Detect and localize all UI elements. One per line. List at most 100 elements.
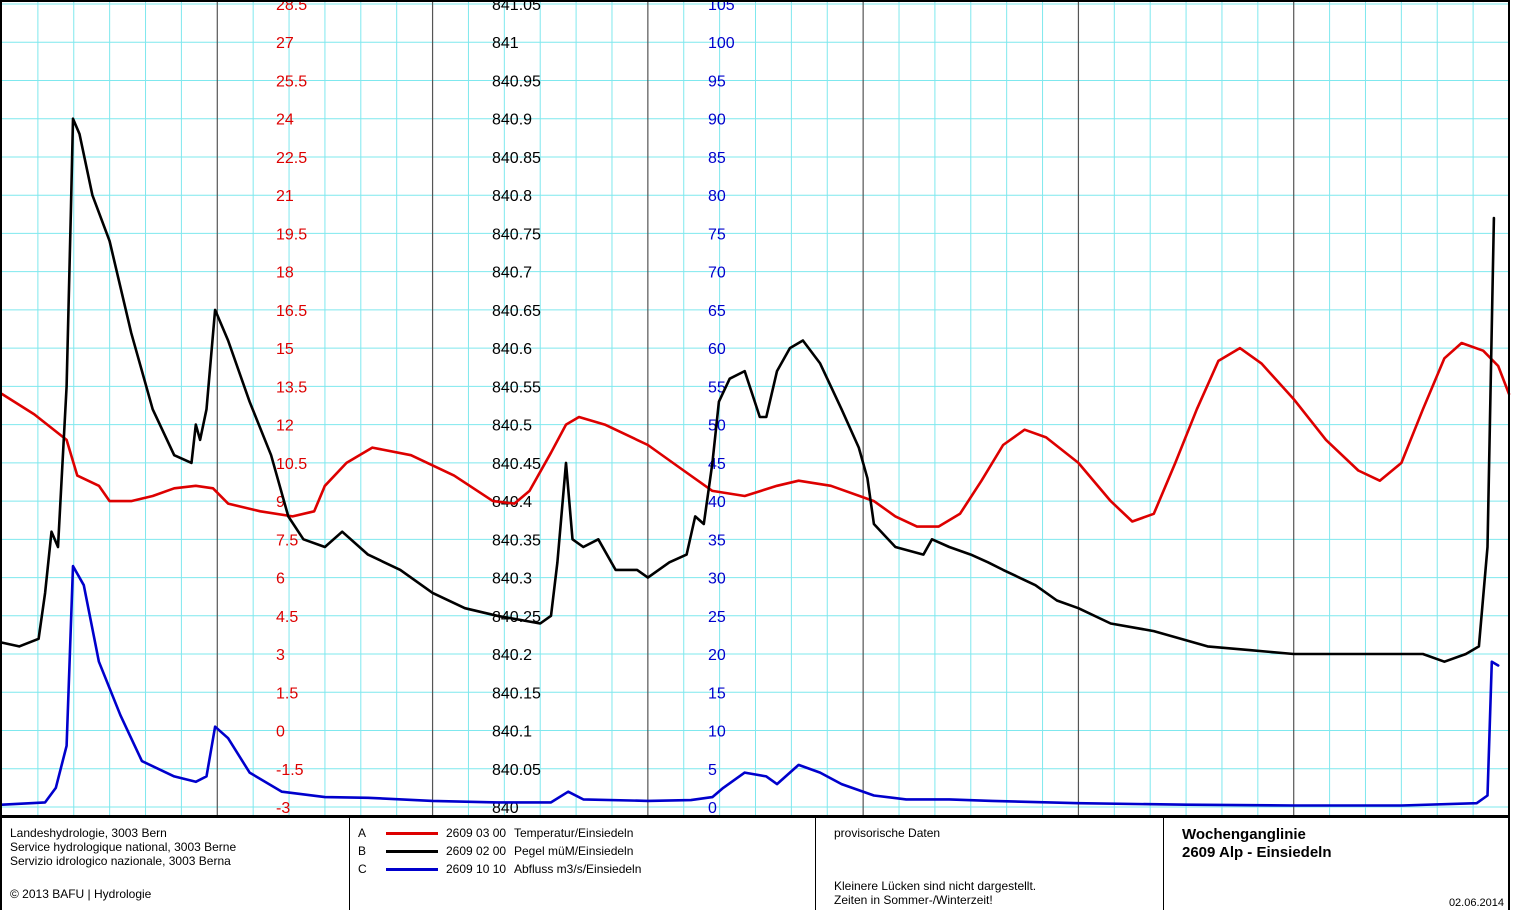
- tick-label-level: 840.1: [492, 724, 532, 741]
- tick-label-temp: 9: [276, 494, 285, 511]
- tick-label-temp: 25.5: [276, 73, 307, 90]
- tick-label-temp: 6: [276, 571, 285, 588]
- tick-label-level: 840.45: [492, 456, 541, 473]
- tick-label-flow: 5: [708, 762, 717, 779]
- footer-title-cell: Wochenganglinie 2609 Alp - Einsiedeln 02…: [1164, 818, 1510, 910]
- org-line-3: Servizio idrologico nazionale, 3003 Bern…: [10, 854, 231, 868]
- tick-label-level: 840.6: [492, 341, 532, 358]
- legend-label: Temperatur/Einsiedeln: [514, 826, 634, 840]
- tick-label-flow: 60: [708, 341, 726, 358]
- day-grid: [216, 0, 1295, 816]
- tick-label-flow: 35: [708, 532, 726, 549]
- series-line-C: [0, 564, 1500, 807]
- legend-letter: A: [358, 826, 367, 840]
- note-line-1: Kleinere Lücken sind nicht dargestellt.: [834, 879, 1037, 893]
- tick-label-temp: 13.5: [276, 379, 307, 396]
- tick-label-level: 840.85: [492, 150, 541, 167]
- minor-grid: [2, 0, 1509, 816]
- tick-label-level: 840.3: [492, 571, 532, 588]
- tick-label-flow: 90: [708, 112, 726, 129]
- tick-label-level: 840.65: [492, 303, 541, 320]
- org-line-1: Landeshydrologie, 3003 Bern: [10, 826, 167, 840]
- tick-label-level: 840.2: [492, 647, 532, 664]
- tick-label-temp: 24: [276, 112, 294, 129]
- tick-label-level: 840.5: [492, 418, 532, 435]
- tick-label-flow: 40: [708, 494, 726, 511]
- legend-letter: C: [358, 862, 367, 876]
- tick-label-flow: 10: [708, 724, 726, 741]
- tick-label-level: 840.05: [492, 762, 541, 779]
- legend-swatch-black: [386, 850, 438, 853]
- tick-label-temp: 21: [276, 188, 294, 205]
- legend-code: 2609 03 00: [446, 826, 507, 840]
- tick-label-flow: 70: [708, 265, 726, 282]
- tick-label-temp: 19.5: [276, 226, 307, 243]
- series-line-B: [0, 117, 1496, 664]
- tick-label-temp: 1.5: [276, 685, 298, 702]
- tick-label-temp: 12: [276, 418, 294, 435]
- tick-label-temp: 7.5: [276, 532, 298, 549]
- tick-label-temp: 10.5: [276, 456, 307, 473]
- tick-label-temp: 16.5: [276, 303, 307, 320]
- date-stamp: 02.06.2014: [1448, 897, 1504, 909]
- tick-label-flow: 95: [708, 73, 726, 90]
- axis-tick-labels: -3 -1.5 0 1.5 3 4.5 6 7.5 9 10.5 12 13.5 15 16.5 18 19.…: [276, 0, 735, 817]
- tick-label-flow: 105: [708, 0, 735, 14]
- legend-item-c: C 2609 10 10 Abfluss m3/s/Einsiedeln: [358, 862, 798, 878]
- footer-notes-cell: provisorische Daten Kleinere Lücken sind…: [816, 818, 1164, 910]
- tick-label-flow: 65: [708, 303, 726, 320]
- legend-code: 2609 02 00: [446, 844, 507, 858]
- provisional-notice: provisorische Daten: [834, 826, 941, 840]
- org-line-2: Service hydrologique national, 3003 Bern…: [10, 840, 237, 854]
- legend-item-a: A 2609 03 00 Temperatur/Einsiedeln: [358, 826, 798, 842]
- tick-label-level: 841.05: [492, 0, 541, 14]
- tick-label-temp: 18: [276, 265, 294, 282]
- tick-label-temp: -3: [276, 800, 290, 817]
- footer-legend-cell: A 2609 03 00 Temperatur/Einsiedeln B 260…: [350, 818, 816, 910]
- tick-label-level: 840.35: [492, 532, 541, 549]
- copyright: © 2013 BAFU | Hydrologie: [10, 887, 152, 901]
- tick-label-level: 841: [492, 35, 519, 52]
- tick-label-temp: 3: [276, 647, 285, 664]
- tick-label-temp: 27: [276, 35, 294, 52]
- tick-label-level: 840.95: [492, 73, 541, 90]
- footer-org-cell: Landeshydrologie, 3003 Bern Service hydr…: [2, 818, 350, 910]
- legend-letter: B: [358, 844, 367, 858]
- tick-label-level: 840: [492, 800, 519, 817]
- series-line-A: [0, 341, 1511, 528]
- tick-label-level: 840.9: [492, 112, 532, 129]
- tick-label-level: 840.55: [492, 379, 541, 396]
- tick-label-flow: 15: [708, 685, 726, 702]
- tick-label-temp: 0: [276, 724, 285, 741]
- tick-label-flow: 75: [708, 226, 726, 243]
- tick-label-flow: 85: [708, 150, 726, 167]
- series-layer: [0, 117, 1511, 807]
- tick-label-flow: 0: [708, 800, 717, 817]
- tick-label-level: 840.8: [492, 188, 532, 205]
- chart: -3 -1.5 0 1.5 3 4.5 6 7.5 9 10.5 12 13.5 15 16.5 18 19.…: [0, 0, 1511, 817]
- tick-label-flow: 20: [708, 647, 726, 664]
- tick-label-temp: 15: [276, 341, 294, 358]
- legend-swatch-blue: [386, 868, 438, 871]
- legend-item-b: B 2609 02 00 Pegel müM/Einsiedeln: [358, 844, 798, 860]
- tick-label-flow: 25: [708, 609, 726, 626]
- tick-label-flow: 80: [708, 188, 726, 205]
- legend-label: Pegel müM/Einsiedeln: [514, 844, 634, 858]
- legend-code: 2609 10 10: [446, 862, 507, 876]
- tick-label-level: 840.7: [492, 265, 532, 282]
- tick-label-temp: -1.5: [276, 762, 304, 779]
- footer: Landeshydrologie, 3003 Bern Service hydr…: [0, 816, 1510, 910]
- note-line-2: Zeiten in Sommer-/Winterzeit!: [834, 893, 993, 907]
- tick-label-temp: 22.5: [276, 150, 307, 167]
- tick-label-flow: 100: [708, 35, 735, 52]
- chart-title: Wochenganglinie: [1182, 826, 1306, 843]
- tick-label-temp: 28.5: [276, 0, 307, 14]
- tick-label-flow: 55: [708, 379, 726, 396]
- station-title: 2609 Alp - Einsiedeln: [1182, 844, 1332, 861]
- tick-label-flow: 30: [708, 571, 726, 588]
- legend-label: Abfluss m3/s/Einsiedeln: [514, 862, 642, 876]
- tick-label-level: 840.75: [492, 226, 541, 243]
- tick-label-temp: 4.5: [276, 609, 298, 626]
- legend-swatch-red: [386, 832, 438, 835]
- tick-label-level: 840.15: [492, 685, 541, 702]
